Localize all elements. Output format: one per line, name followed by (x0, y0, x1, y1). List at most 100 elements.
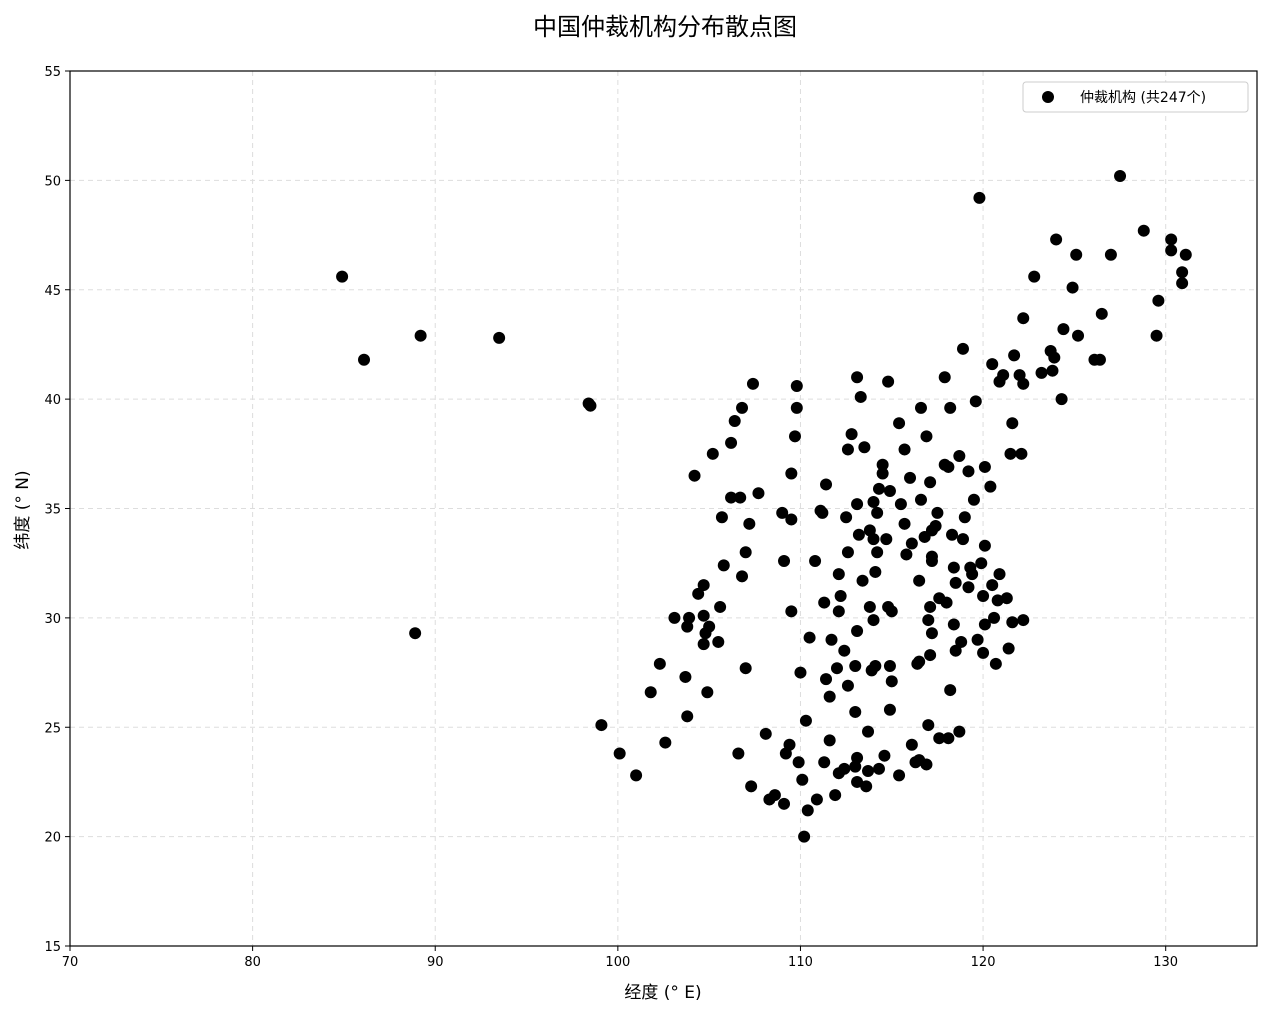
data-point (798, 830, 811, 843)
data-point (644, 686, 657, 699)
data-point (942, 460, 955, 473)
data-point (358, 353, 371, 366)
data-point (1095, 307, 1108, 320)
data-point (849, 760, 862, 773)
data-point (862, 725, 875, 738)
data-point (914, 493, 927, 506)
data-point (925, 627, 938, 640)
data-point (872, 762, 885, 775)
data-point (893, 417, 906, 430)
y-tick-label: 30 (44, 612, 61, 627)
data-point (830, 662, 843, 675)
data-point (876, 458, 889, 471)
data-point (336, 270, 349, 283)
data-point (725, 436, 738, 449)
data-point (659, 736, 672, 749)
data-point (790, 380, 803, 392)
data-point (953, 450, 966, 462)
data-point (679, 670, 692, 683)
data-point (863, 600, 876, 613)
data-point (736, 401, 749, 414)
data-point (914, 401, 927, 414)
y-axis-label: 纬度 (° N) (13, 470, 33, 549)
data-point (829, 789, 842, 802)
data-point (701, 686, 714, 699)
data-point (867, 614, 880, 627)
data-point (1104, 248, 1117, 261)
data-point (854, 390, 867, 403)
data-point (785, 605, 798, 618)
y-tick-label: 55 (44, 65, 61, 80)
data-point (1070, 248, 1083, 261)
data-point (986, 358, 999, 371)
data-point (818, 756, 831, 769)
data-point (1046, 364, 1059, 377)
data-point (984, 480, 997, 493)
data-point (832, 767, 845, 780)
data-point (849, 705, 862, 718)
data-point (942, 732, 955, 745)
data-point (712, 635, 725, 648)
x-tick-label: 110 (788, 955, 813, 970)
data-point (778, 555, 791, 567)
data-point (595, 719, 608, 732)
legend: 仲裁机构 (共247个) (1022, 81, 1249, 113)
data-point (734, 491, 747, 504)
data-point (944, 401, 957, 414)
data-point (849, 660, 862, 672)
data-point (938, 371, 951, 384)
data-point (924, 476, 937, 489)
data-point (894, 498, 907, 511)
data-point (958, 511, 971, 524)
data-point (920, 758, 933, 771)
data-point (630, 769, 643, 782)
data-point (925, 555, 938, 567)
data-point (967, 493, 980, 506)
data-point (1006, 417, 1019, 430)
data-point (931, 506, 944, 519)
data-point (867, 533, 880, 546)
data-point (1179, 248, 1192, 261)
data-point (993, 568, 1006, 581)
x-tick-label: 100 (605, 955, 630, 970)
data-point (1017, 312, 1030, 325)
data-point (728, 415, 741, 427)
data-point (882, 375, 895, 388)
data-point (900, 548, 913, 561)
x-tick-label: 130 (1153, 955, 1178, 970)
data-point (962, 465, 975, 478)
axis-ticks: 70 80 90 100 110 120 130 15 20 25 30 35 40 45 50 55 (44, 65, 1178, 970)
data-point (920, 430, 933, 443)
data-point (743, 517, 756, 530)
data-point (871, 546, 884, 559)
data-point (820, 478, 833, 491)
data-point (745, 780, 758, 793)
data-point (776, 506, 789, 519)
data-point (947, 561, 960, 574)
data-point (778, 797, 791, 810)
data-point (977, 590, 990, 602)
y-tick-label: 35 (44, 503, 61, 518)
data-point (993, 375, 1006, 388)
data-point (825, 633, 838, 646)
data-point (1017, 377, 1030, 390)
data-point (989, 657, 1002, 670)
data-point (876, 467, 889, 480)
data-point (882, 600, 895, 613)
data-point (924, 649, 937, 662)
data-point (809, 555, 822, 567)
data-point (918, 530, 931, 543)
data-point (801, 804, 814, 817)
grid (69, 70, 1257, 947)
y-tick-label: 45 (44, 284, 61, 299)
data-point (953, 725, 966, 738)
data-point (883, 660, 896, 672)
data-point (788, 430, 801, 443)
data-point (940, 596, 953, 609)
data-point (1057, 323, 1070, 336)
data-point (1050, 233, 1063, 246)
data-point (779, 747, 792, 760)
data-point (867, 495, 880, 508)
data-point (905, 537, 918, 550)
